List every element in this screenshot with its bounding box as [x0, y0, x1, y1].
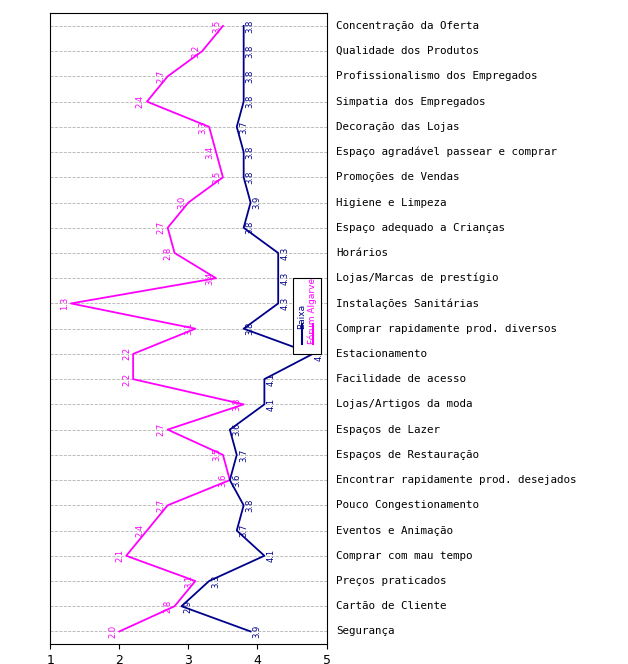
- Text: 2.7: 2.7: [156, 499, 166, 512]
- Text: 3.8: 3.8: [232, 398, 242, 411]
- Text: 3.8: 3.8: [246, 322, 255, 335]
- Text: 4.3: 4.3: [280, 297, 290, 310]
- Text: 3.4: 3.4: [205, 145, 214, 159]
- Text: 3.5: 3.5: [212, 448, 221, 461]
- Text: 3.3: 3.3: [211, 574, 220, 588]
- Text: 2.4: 2.4: [136, 95, 145, 108]
- Text: Cartão de Cliente: Cartão de Cliente: [336, 601, 447, 612]
- Text: Facilidade de acesso: Facilidade de acesso: [336, 374, 466, 384]
- Text: 3.1: 3.1: [184, 322, 193, 335]
- Text: 2.7: 2.7: [156, 221, 166, 234]
- Text: Lojas/Artigos da moda: Lojas/Artigos da moda: [336, 399, 472, 410]
- Text: 3.7: 3.7: [239, 524, 248, 537]
- Text: Comprar rapidamente prod. diversos: Comprar rapidamente prod. diversos: [336, 323, 557, 334]
- Text: Baixa: Baixa: [297, 303, 306, 329]
- Text: 2.7: 2.7: [156, 70, 166, 83]
- Text: Concentração da Oferta: Concentração da Oferta: [336, 21, 479, 31]
- Text: Estacionamento: Estacionamento: [336, 349, 427, 359]
- Text: 3.8: 3.8: [246, 19, 255, 33]
- Text: 3.7: 3.7: [239, 120, 248, 133]
- Text: 2.9: 2.9: [183, 600, 193, 613]
- Text: 4.1: 4.1: [266, 398, 276, 411]
- Text: 3.9: 3.9: [252, 625, 262, 638]
- Text: Pouco Congestionamento: Pouco Congestionamento: [336, 500, 479, 511]
- Text: Segurança: Segurança: [336, 626, 394, 637]
- Text: 4.1: 4.1: [266, 549, 276, 562]
- Text: 2.8: 2.8: [163, 246, 173, 260]
- Text: Horários: Horários: [336, 248, 388, 258]
- Text: 2.2: 2.2: [122, 347, 131, 361]
- Text: 4.8: 4.8: [315, 347, 324, 361]
- Text: 3.3: 3.3: [198, 120, 207, 133]
- Text: Instalações Sanitárias: Instalações Sanitárias: [336, 298, 479, 309]
- Text: 3.5: 3.5: [212, 19, 221, 33]
- Text: 4.1: 4.1: [266, 373, 276, 386]
- Text: 2.7: 2.7: [156, 423, 166, 436]
- Text: 3.6: 3.6: [219, 473, 228, 487]
- Text: 4.3: 4.3: [280, 272, 290, 285]
- Text: Lojas/Marcas de prestígio: Lojas/Marcas de prestígio: [336, 273, 499, 284]
- Text: 3.9: 3.9: [252, 196, 262, 209]
- Text: 3.1: 3.1: [184, 574, 193, 588]
- Text: Espaços de Restauração: Espaços de Restauração: [336, 450, 479, 460]
- Text: 3.8: 3.8: [246, 44, 255, 58]
- Text: Espaços de Lazer: Espaços de Lazer: [336, 424, 440, 435]
- Text: 2.0: 2.0: [108, 625, 117, 638]
- Text: 3.8: 3.8: [246, 70, 255, 83]
- Text: 3.7: 3.7: [239, 448, 248, 461]
- Text: 3.6: 3.6: [232, 423, 241, 436]
- Text: Decoração das Lojas: Decoração das Lojas: [336, 122, 460, 132]
- Text: 2.1: 2.1: [115, 549, 124, 562]
- Text: Qualidade dos Produtos: Qualidade dos Produtos: [336, 46, 479, 56]
- Text: Profissionalismo dos Empregados: Profissionalismo dos Empregados: [336, 71, 538, 82]
- Text: Simpatia dos Empregados: Simpatia dos Empregados: [336, 96, 485, 107]
- Text: 3.2: 3.2: [191, 44, 200, 58]
- Text: Eventos e Animação: Eventos e Animação: [336, 525, 453, 536]
- Text: 3.8: 3.8: [246, 171, 255, 184]
- Text: 1.3: 1.3: [60, 297, 69, 310]
- Text: 2.4: 2.4: [136, 524, 145, 537]
- Text: Promoções de Vendas: Promoções de Vendas: [336, 172, 460, 183]
- Text: Preços praticados: Preços praticados: [336, 576, 447, 586]
- Text: 3.0: 3.0: [177, 196, 187, 209]
- Text: 4.3: 4.3: [280, 246, 290, 260]
- Text: Higiene e Limpeza: Higiene e Limpeza: [336, 197, 447, 208]
- Text: 2.8: 2.8: [163, 600, 173, 613]
- Text: Espaço agradável passear e comprar: Espaço agradável passear e comprar: [336, 147, 557, 157]
- Text: 3.6: 3.6: [232, 473, 241, 487]
- Text: Espaço adequado a Crianças: Espaço adequado a Crianças: [336, 222, 505, 233]
- Text: 3.5: 3.5: [212, 171, 221, 184]
- Text: 3.8: 3.8: [246, 95, 255, 108]
- Text: Comprar com mau tempo: Comprar com mau tempo: [336, 550, 472, 561]
- Text: Encontrar rapidamente prod. desejados: Encontrar rapidamente prod. desejados: [336, 475, 577, 485]
- Text: Fórum Algarve: Fórum Algarve: [308, 278, 318, 344]
- Text: 3.8: 3.8: [246, 221, 255, 234]
- FancyBboxPatch shape: [293, 278, 321, 354]
- Text: 2.2: 2.2: [122, 373, 131, 386]
- Text: 3.4: 3.4: [205, 272, 214, 285]
- Text: 3.8: 3.8: [246, 145, 255, 159]
- Text: 3.8: 3.8: [246, 499, 255, 512]
